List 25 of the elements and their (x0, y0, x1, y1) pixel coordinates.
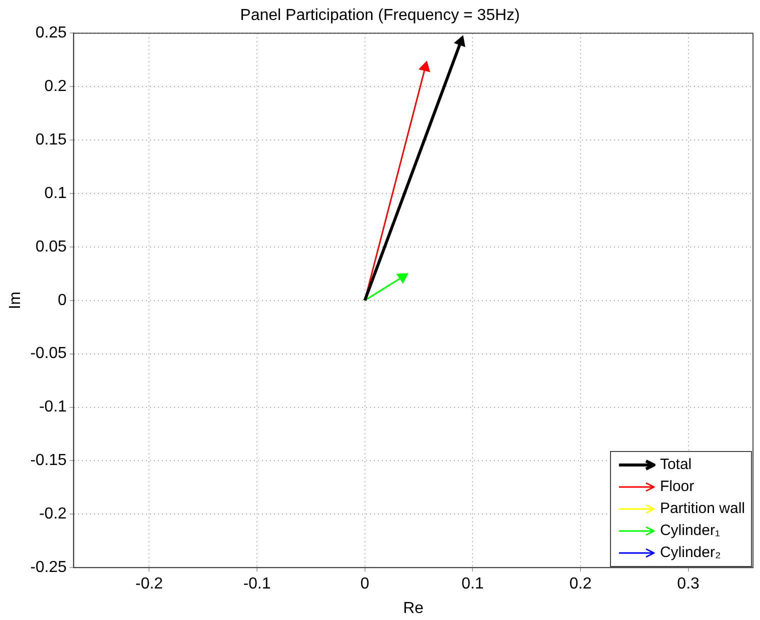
y-tick-label: -0.2 (39, 506, 67, 523)
y-axis-title: Im (7, 292, 24, 310)
x-axis-title: Re (403, 600, 424, 617)
x-tick-label: 0.1 (462, 576, 484, 593)
legend-label: Total (660, 454, 692, 475)
y-tick-label: -0.25 (30, 559, 67, 576)
legend-label: Cylinder₂ (660, 542, 721, 563)
legend-label: Partition wall (660, 498, 745, 519)
y-tick-label: -0.1 (39, 398, 67, 416)
x-tick-label: -0.1 (243, 576, 271, 593)
chart-title: Panel Participation (Frequency = 35Hz) (240, 7, 520, 24)
legend-label: Floor (660, 476, 694, 497)
x-tick-label: 0 (360, 576, 370, 593)
x-tick-label: -0.2 (135, 576, 164, 593)
y-tick-label: -0.05 (30, 345, 67, 362)
y-tick-label: 0 (58, 292, 67, 309)
y-tick-label: 0.2 (44, 78, 67, 96)
legend-label: Cylinder₁ (660, 520, 720, 541)
x-tick-label: 0.3 (677, 576, 700, 593)
y-tick-label: 0.15 (36, 131, 67, 148)
y-tick-label: 0.1 (44, 184, 67, 202)
y-tick-label: 0.05 (36, 238, 67, 256)
x-tick-label: 0.2 (569, 576, 592, 593)
y-tick-label: -0.15 (30, 452, 67, 470)
y-tick-label: 0.25 (36, 24, 67, 42)
